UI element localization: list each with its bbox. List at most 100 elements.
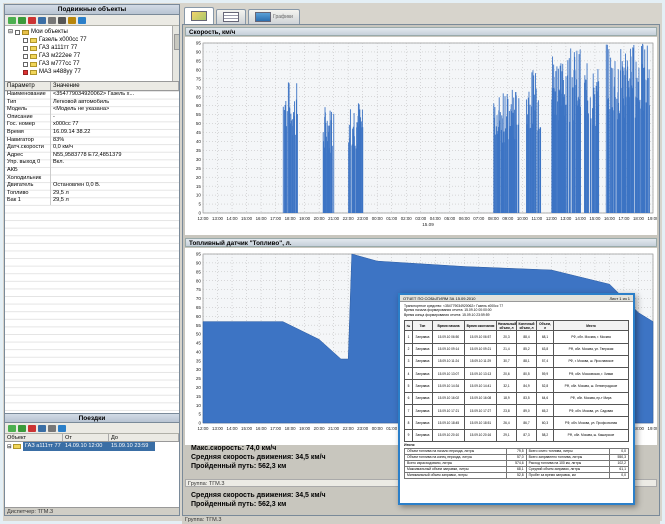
- speed-chart-x-tick-label: 16:00: [256, 216, 268, 221]
- tree-checkbox[interactable]: [23, 37, 28, 43]
- speed-bar: [518, 98, 520, 213]
- prop-row[interactable]: Упр. выход 0 Вкл.: [5, 159, 179, 167]
- report-page: Лист 1 из 1: [609, 295, 630, 301]
- report-cell: 64,6: [536, 391, 554, 406]
- prop-row[interactable]: Топливо 29,5 л: [5, 189, 179, 198]
- vehicle-icon: [13, 444, 21, 449]
- vehicle-icon: [30, 37, 37, 43]
- report-cell: 86,7: [516, 416, 537, 430]
- speed-bar: [333, 113, 335, 213]
- tree-checkbox[interactable]: [23, 61, 28, 67]
- prop-row[interactable]: Описание -: [5, 113, 179, 122]
- prop-row[interactable]: Время 16.09.14 38.22: [5, 128, 179, 137]
- trips-header-object[interactable]: Объект: [5, 434, 63, 441]
- tree-checkbox[interactable]: [23, 69, 28, 75]
- report-cell: 88,1: [516, 354, 537, 369]
- print-icon[interactable]: [48, 16, 56, 24]
- left-panel: Подвижные объекты ⊟ Мои объекты Газель х…: [4, 4, 180, 516]
- refresh-icon[interactable]: [58, 424, 66, 432]
- report-cell: 3: [404, 354, 413, 369]
- prop-row[interactable]: Датч.скорости 0,0 км/ч: [5, 144, 179, 152]
- speed-chart-y-tick-label: 30: [196, 157, 202, 162]
- speed-bar: [567, 60, 569, 213]
- report-cell: 58,2: [536, 428, 554, 442]
- speed-bar: [607, 99, 609, 213]
- print-icon[interactable]: [48, 424, 56, 432]
- prop-key: АКБ: [5, 166, 51, 175]
- delete-icon[interactable]: [28, 424, 36, 432]
- tree-item[interactable]: ГАЗ а111тт 77: [23, 44, 77, 52]
- fuel-report-window[interactable]: ОТЧЕТ ПО СОБЫТИЯМ ЗА 15.09.2010 Лист 1 и…: [398, 293, 635, 505]
- trips-header-to[interactable]: До: [109, 434, 179, 441]
- tree-item[interactable]: ГАЗ м777сс 77: [23, 60, 80, 68]
- tree-checkbox[interactable]: [15, 29, 21, 35]
- speed-bar: [637, 81, 639, 213]
- prop-row[interactable]: Холодильник: [5, 174, 179, 183]
- report-cell: 20,6: [496, 367, 517, 381]
- speed-chart-y-tick-label: 65: [196, 94, 202, 99]
- add-icon[interactable]: [8, 16, 16, 24]
- trips-header-from[interactable]: От: [63, 434, 109, 441]
- tree-scrollbar[interactable]: [172, 26, 179, 81]
- prop-row[interactable]: Наименование <354779034920062> Газель х..…: [5, 91, 179, 99]
- speed-bar: [574, 70, 576, 213]
- prop-row[interactable]: Двигатель Остановлен 0,0 В.: [5, 182, 179, 190]
- props-header-param[interactable]: Параметр: [5, 82, 51, 90]
- tree-item[interactable]: МАЗ н488уу 77: [23, 68, 81, 76]
- speed-bar: [506, 116, 507, 213]
- tab-map[interactable]: [184, 7, 214, 24]
- report-cell: Заправка: [412, 428, 433, 442]
- tree-checkbox[interactable]: [23, 45, 28, 51]
- prop-row[interactable]: Тип Легковой автомобиль: [5, 98, 179, 107]
- props-header-value[interactable]: Значение: [51, 82, 179, 90]
- fuel-chart-x-tick-label: 14:00: [227, 426, 239, 431]
- tree-item[interactable]: Газель х000сс 77: [23, 36, 87, 44]
- trip-row[interactable]: ⊟ ГАЗ а111тт 77 14.09.10 12:00 15.09.10 …: [5, 442, 179, 451]
- report-cell: 6: [404, 391, 413, 406]
- prop-row[interactable]: Гос. номер х000сс 77: [5, 121, 179, 129]
- prop-row[interactable]: Модель <Модель не указана>: [5, 106, 179, 114]
- prop-value: -: [53, 113, 55, 120]
- prop-row[interactable]: АКБ: [5, 166, 179, 175]
- report-cell: 18,9: [496, 391, 517, 406]
- prop-row[interactable]: Навигатор 83%: [5, 136, 179, 145]
- collapse-icon[interactable]: ⊟: [8, 29, 14, 35]
- tree-root[interactable]: ⊟ Мои объекты: [8, 28, 68, 36]
- save-icon[interactable]: [38, 16, 46, 24]
- speed-chart-y-tick-label: 50: [196, 121, 202, 126]
- trips-header: Объект От До: [5, 434, 179, 442]
- speed-chart-title: Скорость, км/ч: [185, 27, 657, 36]
- speed-bar: [531, 123, 533, 213]
- prop-key: Модель: [5, 106, 51, 114]
- trip-selected[interactable]: ГАЗ а111тт 77 14.09.10 12:00 15.09.10 23…: [23, 442, 155, 451]
- arrow-right-icon[interactable]: [18, 424, 26, 432]
- speed-bar: [504, 96, 506, 213]
- speed-bar: [580, 106, 581, 213]
- collapse-icon[interactable]: ⊟: [7, 443, 12, 450]
- tab-charts[interactable]: Графики: [248, 9, 300, 24]
- speed-chart-y-tick-label: 0: [198, 211, 201, 216]
- speed-chart-x-sublabel: 15.09: [422, 222, 434, 227]
- speed-chart-x-tick-label: 08:00: [488, 216, 500, 221]
- prop-row[interactable]: Адрес N55,9583778 E72,4851379: [5, 151, 179, 160]
- gear-icon[interactable]: [68, 16, 76, 24]
- prop-value: Легковой автомобиль: [53, 98, 110, 105]
- prop-row[interactable]: Бак 1 29,5 л: [5, 197, 179, 205]
- add-icon[interactable]: [8, 424, 16, 432]
- tab-table[interactable]: [216, 9, 246, 24]
- search-icon[interactable]: [58, 16, 66, 24]
- speed-chart-y-tick-label: 90: [196, 50, 202, 55]
- speed-bar: [632, 48, 634, 213]
- delete-icon[interactable]: [28, 16, 36, 24]
- speed-bar: [527, 114, 528, 213]
- report-cell: 20,3: [496, 330, 517, 344]
- save-icon[interactable]: [38, 424, 46, 432]
- tree-item[interactable]: ГАЗ м222ее 77: [23, 52, 80, 60]
- tree-checkbox[interactable]: [23, 53, 28, 59]
- speed-bar: [535, 88, 537, 213]
- arrow-right-icon[interactable]: [18, 16, 26, 24]
- fuel-chart-y-tick-label: 25: [196, 376, 202, 381]
- refresh-icon[interactable]: [78, 16, 86, 24]
- report-cell: 30,7: [496, 354, 517, 369]
- report-cell: 85,2: [516, 342, 537, 356]
